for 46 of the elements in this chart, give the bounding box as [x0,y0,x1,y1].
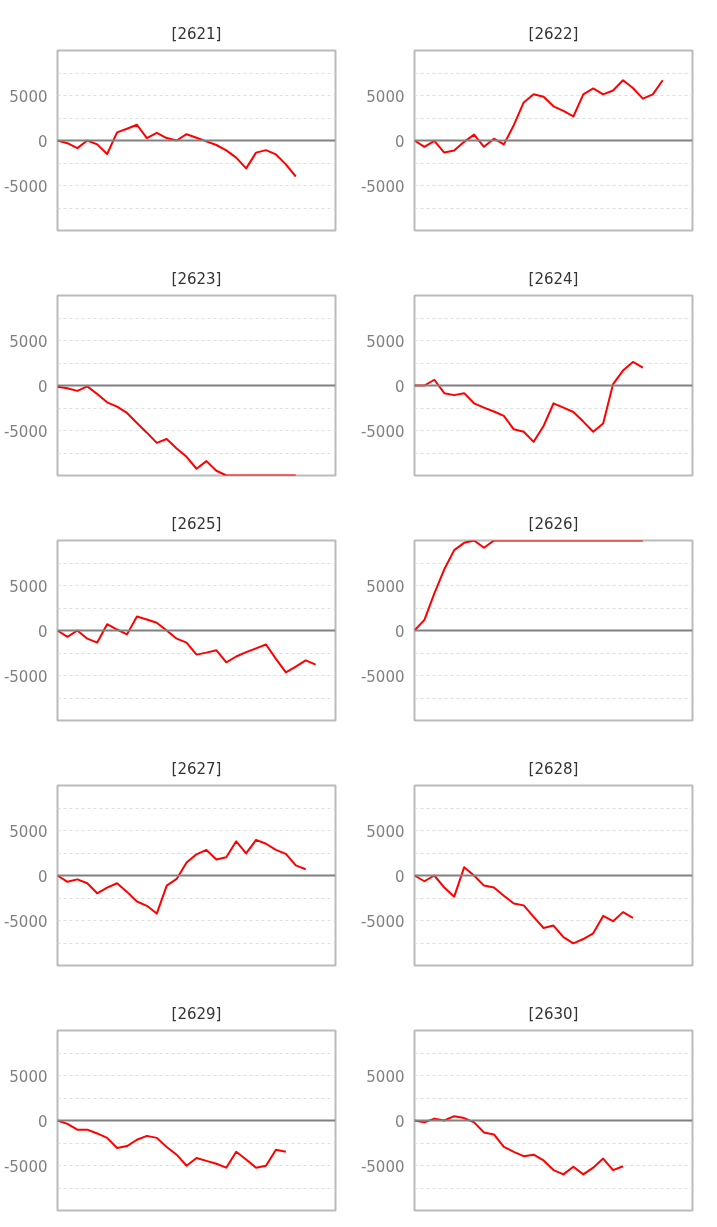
y-tick-label: -5000 [360,1157,405,1176]
y-tick-label: -5000 [3,1157,48,1176]
y-tick-label: 0 [394,377,405,396]
chart-title: [2630] [528,1004,579,1023]
line-series [57,1119,287,1169]
line-series [414,866,634,945]
y-tick-label: 0 [394,867,405,886]
chart-title: [2627] [171,759,222,778]
y-tick-label: 5000 [9,577,48,596]
y-tick-label: -5000 [360,667,405,686]
chart-title: [2629] [171,1004,222,1023]
y-tick-label: -5000 [360,912,405,931]
chart-title: [2624] [528,269,579,288]
y-tick-label: 5000 [9,822,48,841]
y-tick-label: 0 [394,1112,405,1131]
chart-title: [2626] [528,514,579,533]
line-series [414,79,664,154]
y-tick-label: -5000 [3,667,48,686]
y-tick-label: -5000 [360,422,405,441]
y-tick-label: -5000 [360,177,405,196]
y-tick-label: -5000 [3,912,48,931]
y-tick-label: 5000 [366,822,405,841]
y-tick-label: 5000 [366,577,405,596]
line-series [414,540,644,632]
y-tick-label: -5000 [3,177,48,196]
y-tick-label: 0 [37,377,48,396]
y-tick-label: 0 [394,622,405,641]
y-tick-label: 5000 [9,332,48,351]
chart-title: [2623] [171,269,222,288]
chart-title: [2628] [528,759,579,778]
chart-title: [2622] [528,24,579,43]
y-tick-label: 0 [37,132,48,151]
y-tick-label: 5000 [9,1067,48,1086]
y-tick-label: 5000 [366,332,405,351]
y-tick-label: 0 [37,1112,48,1131]
chart-title: [2625] [171,514,222,533]
y-tick-label: 5000 [366,1067,405,1086]
y-tick-label: 0 [37,867,48,886]
y-tick-label: 0 [37,622,48,641]
line-series [57,615,317,674]
y-tick-label: 5000 [366,87,405,106]
chart-title: [2621] [171,24,222,43]
y-tick-label: -5000 [3,422,48,441]
y-tick-label: 5000 [9,87,48,106]
y-tick-label: 0 [394,132,405,151]
line-series [57,838,307,915]
